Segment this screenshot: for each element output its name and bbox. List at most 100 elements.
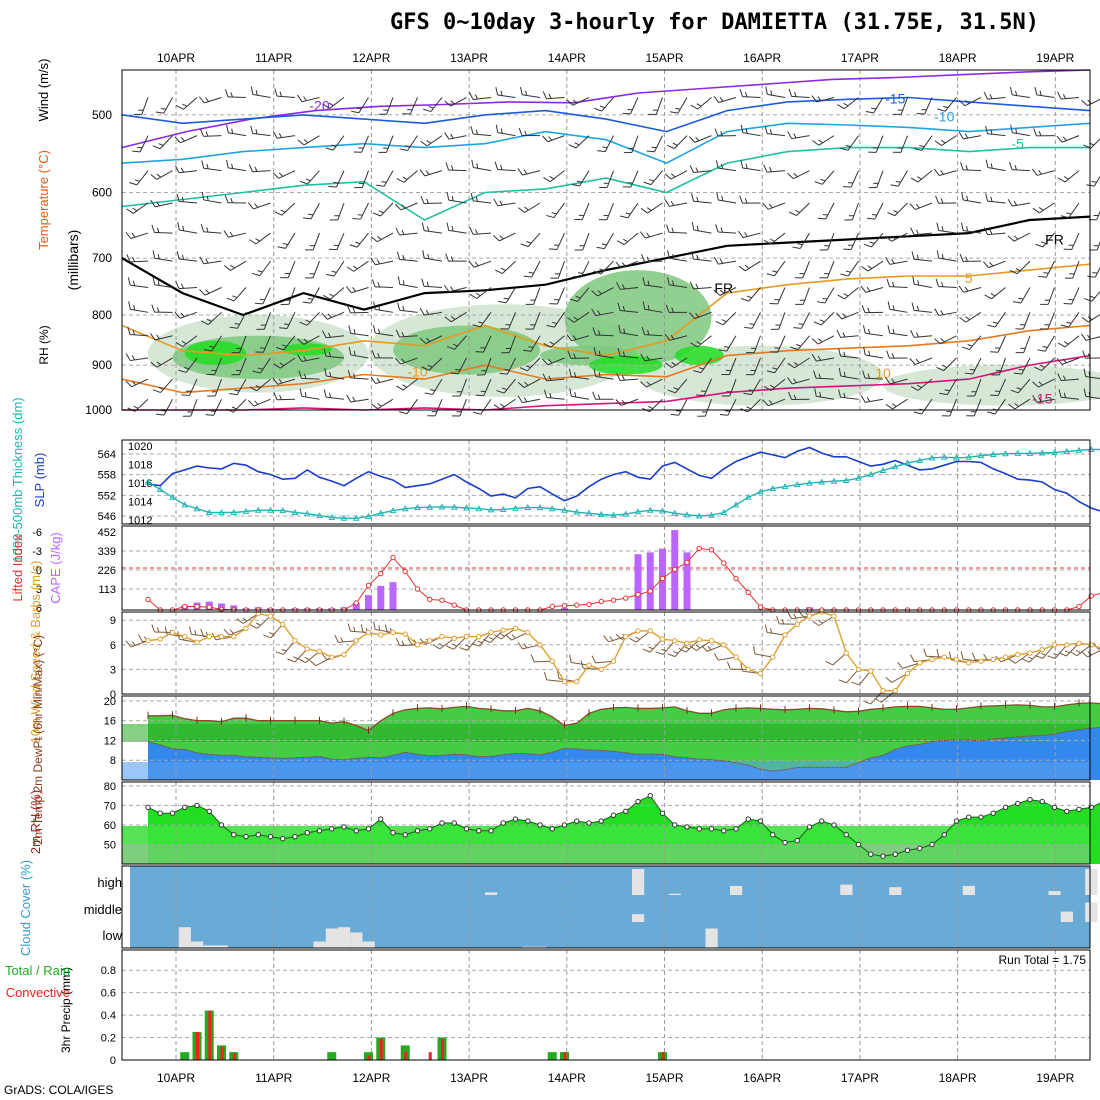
precip-tick: 0.2 — [101, 1033, 116, 1045]
time-label-bottom: 12APR — [352, 1071, 390, 1085]
wind-barb — [799, 232, 810, 249]
wind-speed-marker — [598, 666, 604, 673]
wind-barb — [835, 312, 843, 320]
wind-barb — [125, 380, 133, 388]
wind-barb — [753, 335, 761, 353]
wind-barb — [242, 617, 248, 622]
wind-barb — [983, 653, 989, 662]
thickness-marker — [769, 484, 777, 491]
wind-barb — [194, 629, 197, 636]
wind-barb — [129, 181, 138, 186]
wind-barb — [375, 308, 394, 313]
slp-axis-label: SLP (mb) — [32, 453, 47, 508]
wind-barb — [154, 284, 173, 289]
wind-barb — [345, 286, 352, 294]
isotherm-line — [121, 69, 1091, 149]
wind10m-axis-label: 10m Wind Speed & Barbs (m/s) — [28, 561, 43, 744]
wind-barb — [753, 646, 756, 655]
wind-barb — [253, 202, 271, 210]
wind-barb — [673, 651, 679, 654]
rh2m-marker — [1051, 804, 1058, 811]
wind-barb — [914, 283, 933, 288]
wind-barb — [307, 170, 320, 185]
wind-speed-marker — [402, 631, 408, 637]
wind-barb — [818, 619, 823, 624]
wind-speed-marker — [745, 666, 751, 673]
wind-barb — [473, 133, 492, 137]
wind-barb — [424, 285, 443, 289]
wind-barb — [850, 232, 859, 250]
wind-barb — [227, 96, 247, 98]
wind-barb — [384, 624, 388, 633]
wind-barb — [966, 195, 969, 201]
wind-barb — [401, 204, 406, 209]
wind-barb — [335, 170, 345, 188]
wind-barb — [640, 381, 647, 388]
wind-barb — [1014, 165, 1017, 171]
wind-barb — [1014, 398, 1031, 410]
wind-barb — [377, 402, 382, 407]
wind-barb — [1061, 378, 1080, 382]
wind-barb — [386, 97, 394, 115]
wind-barb — [432, 644, 441, 650]
wind-barb — [533, 287, 541, 305]
wind-barb — [800, 312, 810, 329]
wind-barb — [1061, 96, 1080, 100]
wind-speed-marker — [684, 640, 690, 646]
wind-barb — [131, 232, 136, 238]
wind-barb — [426, 281, 430, 287]
thickness-marker — [1075, 446, 1083, 453]
wind-barb — [919, 145, 925, 148]
wind-barb — [352, 287, 356, 292]
wind-barb — [900, 97, 908, 115]
wind-barb — [543, 177, 551, 183]
wind-barb — [845, 270, 851, 273]
wind-barb — [850, 170, 859, 188]
wind-barb — [837, 104, 845, 110]
wind-barb — [233, 287, 247, 302]
thickness-marker — [499, 505, 507, 512]
wind-barb — [252, 132, 271, 137]
wind-barb — [670, 334, 675, 340]
wind-barb — [1040, 364, 1046, 368]
rh-tick: 80 — [104, 781, 116, 793]
wind-barb — [891, 232, 908, 242]
wind-speed-marker — [353, 638, 359, 644]
cloud-bar — [1060, 911, 1073, 922]
wind-barb — [252, 93, 271, 98]
wind-barb — [935, 278, 940, 287]
wind-barb — [837, 294, 845, 300]
wind-barb — [742, 232, 761, 239]
wind-barb — [646, 256, 650, 262]
rh2m-marker — [623, 808, 629, 814]
wind-barb — [802, 260, 810, 279]
wind-barb — [1032, 381, 1039, 388]
wind-barb — [987, 167, 1006, 172]
time-label-top: 18APR — [939, 51, 977, 65]
precip-conv-bar — [661, 1052, 665, 1060]
wind-barb — [520, 86, 523, 95]
wind-barb — [1007, 235, 1015, 242]
wind-barb — [522, 94, 541, 98]
wind-barb — [396, 178, 405, 183]
time-label-bottom: 14APR — [548, 1071, 586, 1085]
wind-barb — [938, 311, 957, 316]
li-marker — [708, 547, 715, 553]
wind-barb — [348, 325, 352, 334]
wind-barb — [200, 628, 204, 637]
wind-barb — [127, 326, 131, 335]
wind-barb — [772, 367, 778, 370]
wind-barb — [1033, 128, 1037, 137]
rh2m-marker — [904, 847, 911, 854]
wind-barb — [671, 357, 688, 369]
wind-barb — [1060, 215, 1069, 219]
wind-barb — [469, 92, 474, 100]
precip-tick: 0.6 — [101, 988, 116, 1000]
wind-barb — [397, 276, 401, 285]
rh2m-marker — [574, 818, 580, 824]
wind-barb — [573, 353, 576, 359]
wind-barb — [542, 91, 547, 99]
time-label-top: 16APR — [743, 51, 781, 65]
rh2m-marker — [194, 802, 200, 809]
wind-barb — [425, 170, 430, 175]
